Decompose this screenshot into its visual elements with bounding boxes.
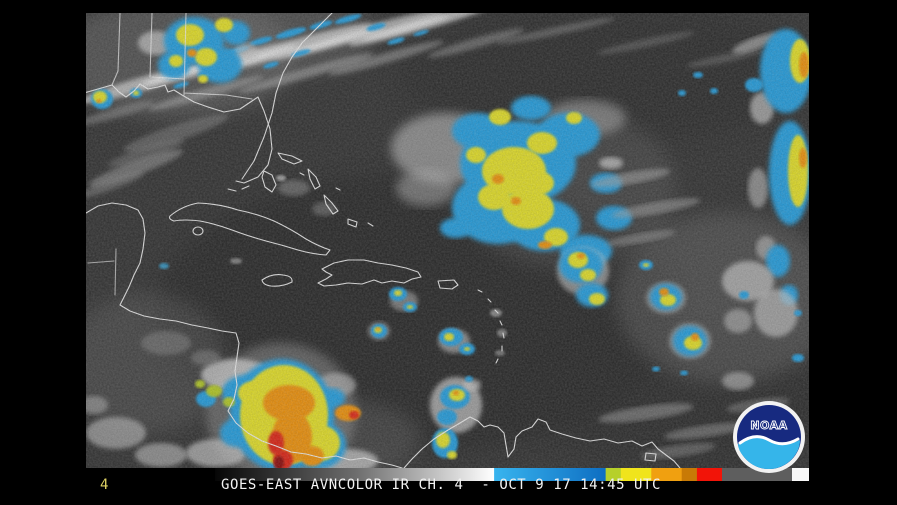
satellite-image	[86, 13, 809, 468]
noaa-logo: NOAA	[733, 401, 805, 473]
channel-indicator: 4	[100, 477, 109, 493]
image-caption: GOES-EAST AVNCOLOR IR CH. 4 - OCT 9 17 1…	[221, 477, 661, 493]
film-grain-overlay-dark	[86, 13, 809, 468]
ir-temperature-colorbar	[215, 468, 722, 481]
logo-text: NOAA	[750, 419, 787, 432]
image-corner-marker	[792, 468, 809, 481]
caption-row: 4 GOES-EAST AVNCOLOR IR CH. 4 - OCT 9 17…	[0, 477, 897, 494]
seagull-icon	[738, 435, 800, 446]
